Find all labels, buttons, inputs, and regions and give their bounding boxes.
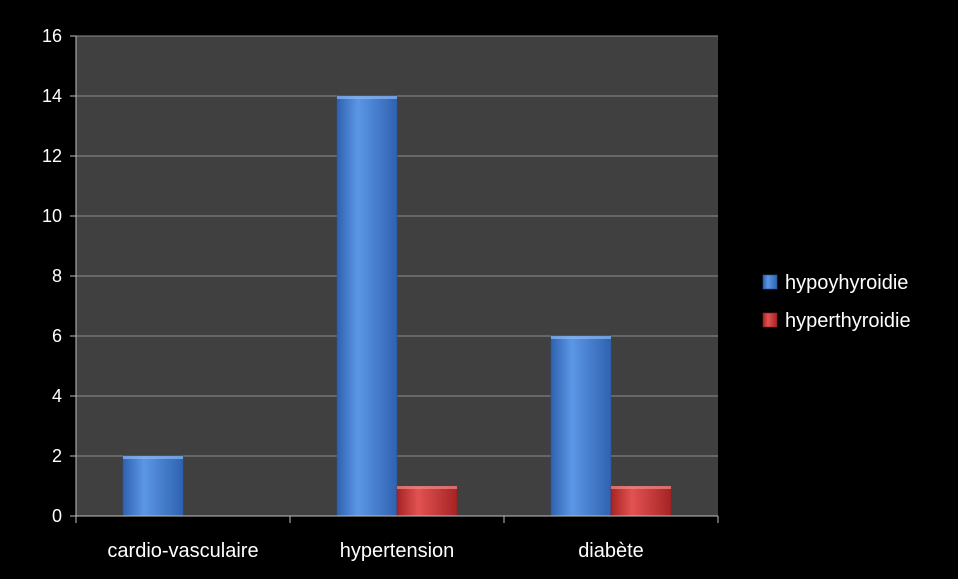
y-tick-label: 14 — [42, 86, 62, 106]
x-tick-label: hypertension — [340, 540, 455, 562]
y-tick-label: 8 — [52, 266, 62, 286]
bar-highlight — [123, 456, 183, 459]
bar-highlight — [551, 336, 611, 339]
bars — [122, 95, 672, 517]
legend-label: hypoyhyroidie — [785, 272, 908, 294]
legend-swatch — [762, 312, 778, 328]
axes — [70, 35, 719, 523]
y-tick-label: 16 — [42, 26, 62, 46]
bar-highlight — [397, 486, 457, 489]
x-tick-label: diabète — [578, 540, 644, 562]
x-tick-label: cardio-vasculaire — [107, 540, 258, 562]
bar-hypo-0 — [122, 455, 184, 517]
y-tick-label: 2 — [52, 446, 62, 466]
y-tick-label: 6 — [52, 326, 62, 346]
bar-hyper-1 — [396, 485, 458, 517]
x-tick-labels: cardio-vasculaire hypertension diabète — [107, 540, 643, 562]
legend: hypoyhyroidie hyperthyroidie — [762, 272, 911, 332]
legend-swatch — [762, 274, 778, 290]
y-tick-label: 0 — [52, 506, 62, 526]
bar-highlight — [337, 96, 397, 99]
bar-hypo-1 — [336, 95, 398, 517]
y-tick-label: 12 — [42, 146, 62, 166]
bar-highlight — [611, 486, 671, 489]
bar-hyper-2 — [610, 485, 672, 517]
legend-label: hyperthyroidie — [785, 310, 911, 332]
y-tick-label: 4 — [52, 386, 62, 406]
y-tick-labels: 0 2 4 6 8 10 12 14 16 — [42, 26, 62, 526]
bar-hypo-2 — [550, 335, 612, 517]
y-tick-label: 10 — [42, 206, 62, 226]
